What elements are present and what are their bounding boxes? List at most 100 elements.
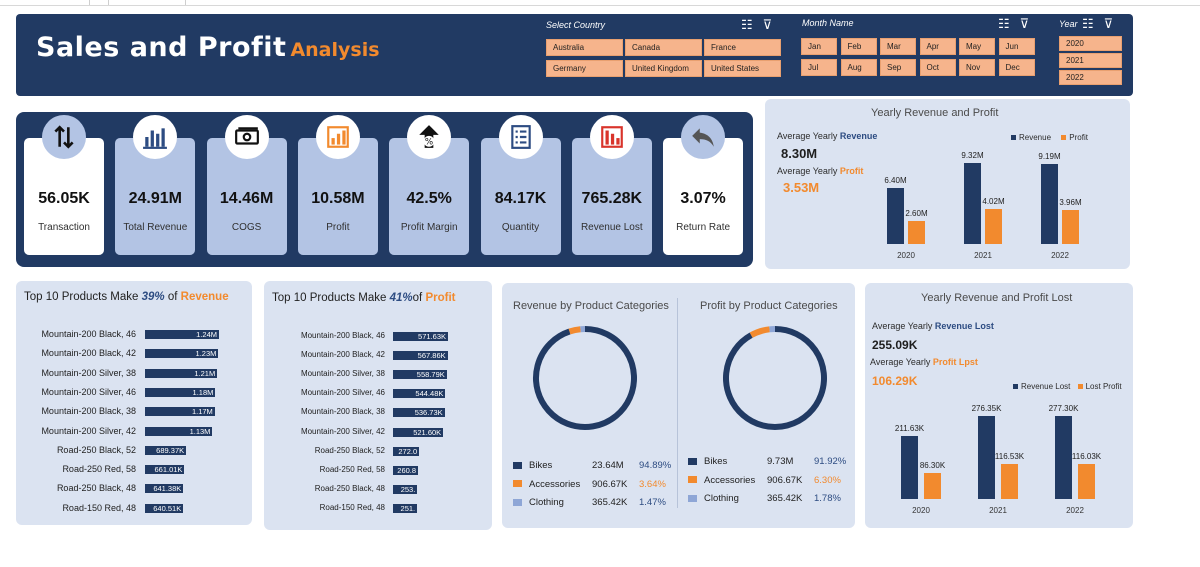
data-label: 558.79K [416, 370, 445, 380]
x-tick-label: 2022 [1066, 506, 1084, 515]
category-value: 365.42K [767, 493, 803, 504]
kpi-value: 765.28K [581, 190, 643, 207]
year-option[interactable]: 2022 [1059, 70, 1122, 85]
month-option[interactable]: Sep [880, 59, 916, 76]
svg-text:%: % [425, 138, 433, 148]
chart-bar: 1.17M [145, 407, 215, 417]
x-tick-label: 2021 [974, 251, 992, 260]
country-slicer-controls[interactable]: ☷⊽ [741, 17, 782, 33]
data-label: 640.51K [153, 503, 182, 513]
month-option[interactable]: Nov [959, 59, 995, 76]
chart-bar: 260.8 [393, 465, 419, 475]
multi-select-icon[interactable]: ☷ [1082, 16, 1104, 31]
country-option[interactable]: France [704, 39, 781, 56]
country-option[interactable]: Canada [625, 39, 702, 56]
multi-select-icon[interactable]: ☷ [741, 17, 763, 32]
category-row: Clothing 365.42K 1.47% [513, 497, 666, 508]
product-label: Road-250 Red, 58 [62, 464, 136, 475]
kpi-value: 24.91M [128, 190, 182, 207]
kpi-label: Revenue Lost [580, 222, 643, 233]
data-label: 1.17M [191, 407, 213, 417]
profit-donut-chart [723, 326, 827, 430]
month-option[interactable]: Jan [801, 38, 837, 55]
kpi-label: Quantity [501, 222, 540, 233]
panel-divider [677, 298, 678, 508]
year-option[interactable]: 2021 [1059, 53, 1122, 68]
clear-filter-icon[interactable]: ⊽ [762, 17, 783, 32]
data-label: 1.13M [189, 426, 211, 436]
dashboard-title: Sales and Profit Analysis [36, 32, 380, 63]
yearly-revenue-panel: Yearly Revenue and Profit Average Yearly… [765, 99, 1130, 269]
month-option[interactable]: Aug [840, 59, 877, 76]
sheet-tab[interactable] [108, 0, 186, 5]
avg-revenue-label: Average Yearly Revenue [777, 131, 878, 141]
chart-bar: 1.24M [145, 330, 219, 339]
product-label: Mountain-200 Silver, 46 [41, 386, 136, 397]
sheet-tab-strip [0, 0, 1200, 6]
avg-revenue-value: 8.30M [781, 146, 818, 161]
clear-filter-icon[interactable]: ⊽ [1019, 16, 1040, 31]
money-icon [224, 115, 269, 159]
top-products-profit-panel: Top 10 Products Make 41%of Profit Mounta… [264, 281, 492, 530]
top-products-revenue-panel: Top 10 Products Make 39% of Revenue Moun… [16, 281, 252, 525]
country-option[interactable]: Germany [546, 60, 623, 77]
product-label: Mountain-200 Silver, 42 [300, 426, 385, 436]
month-option[interactable]: Dec [998, 59, 1035, 76]
category-name: Bikes [704, 456, 728, 467]
data-label: 641.38K [153, 484, 182, 494]
month-option[interactable]: Oct [919, 59, 956, 76]
category-name: Bikes [529, 460, 553, 471]
month-slicer-title: Month Name [802, 18, 854, 28]
country-slicer-title: Select Country [546, 20, 606, 30]
month-slicer-controls[interactable]: ☷⊽ [998, 16, 1039, 32]
data-label: 3.96M [1059, 197, 1082, 207]
country-option[interactable]: Australia [546, 39, 623, 56]
month-option[interactable]: May [959, 38, 995, 55]
chart-bar: 571.63K [393, 332, 448, 341]
year-slicer-controls[interactable]: ☷⊽ [1082, 16, 1123, 32]
data-label: 1.23M [195, 349, 217, 359]
x-tick-label: 2021 [989, 506, 1007, 515]
month-option[interactable]: Apr [919, 38, 956, 55]
product-label: Mountain-200 Black, 42 [300, 350, 385, 360]
category-row: Clothing 365.42K 1.78% [688, 493, 841, 504]
legend-swatch [513, 480, 522, 488]
kpi-value: 56.05K [38, 190, 90, 207]
panel-title: Yearly Revenue and Profit Lost [921, 292, 1073, 304]
category-percent: 1.78% [814, 493, 841, 504]
kpi-value: 3.07% [680, 190, 726, 207]
month-option[interactable]: Jul [801, 59, 837, 76]
product-label: Mountain-200 Black, 46 [41, 329, 136, 339]
year-option[interactable]: 2020 [1059, 36, 1122, 51]
multi-select-icon[interactable]: ☷ [998, 16, 1020, 31]
checklist-icon [498, 115, 543, 159]
chart-bar: 558.79K [393, 370, 447, 380]
chart-bar: 640.51K [145, 503, 184, 513]
chart-bar: 641.38K [145, 484, 184, 494]
kpi-card: 14.46M COGS [206, 115, 287, 255]
month-option[interactable]: Feb [840, 38, 877, 55]
category-value: 23.64M [592, 460, 624, 471]
chart-bar: 544.48K [393, 389, 446, 399]
product-label: Mountain-200 Silver, 38 [41, 367, 136, 378]
chart-up-icon [315, 115, 360, 159]
chart-bar [985, 209, 1002, 244]
data-label: 116.03K [1071, 452, 1102, 462]
sheet-tab[interactable] [0, 0, 90, 5]
chart-bar [901, 435, 918, 499]
donut-slice-accessories [749, 326, 770, 338]
category-percent: 6.30% [814, 474, 841, 486]
revenue-categories-title: Revenue by Product Categories [513, 300, 669, 312]
chart-bar: 1.21M [145, 368, 218, 378]
country-option[interactable]: United Kingdom [625, 60, 702, 77]
chart-bar [1001, 464, 1018, 499]
kpi-card: % 42.5% Profit Margin [389, 115, 470, 255]
month-option[interactable]: Jun [998, 38, 1035, 55]
x-tick-label: 2022 [1051, 251, 1069, 260]
legend-swatch [688, 476, 697, 484]
avg-profit-lost-label: Average Yearly Profit Lpst [870, 357, 978, 367]
clear-filter-icon[interactable]: ⊽ [1103, 16, 1124, 31]
profit-categories-title: Profit by Product Categories [700, 300, 838, 312]
month-option[interactable]: Mar [880, 38, 916, 55]
country-option[interactable]: United States [704, 60, 781, 77]
